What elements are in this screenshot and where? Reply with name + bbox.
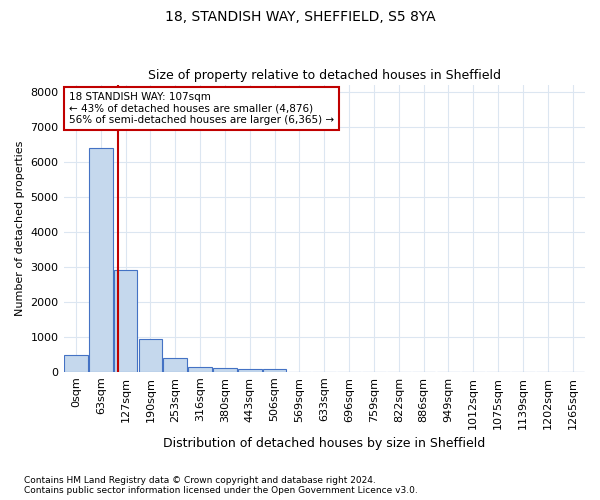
Text: 18 STANDISH WAY: 107sqm
← 43% of detached houses are smaller (4,876)
56% of semi: 18 STANDISH WAY: 107sqm ← 43% of detache… <box>69 92 334 125</box>
Bar <box>263 370 286 372</box>
Text: Contains HM Land Registry data © Crown copyright and database right 2024.
Contai: Contains HM Land Registry data © Crown c… <box>24 476 418 495</box>
Bar <box>238 369 262 372</box>
Bar <box>213 368 237 372</box>
Title: Size of property relative to detached houses in Sheffield: Size of property relative to detached ho… <box>148 69 501 82</box>
X-axis label: Distribution of detached houses by size in Sheffield: Distribution of detached houses by size … <box>163 437 485 450</box>
Bar <box>114 270 137 372</box>
Bar <box>139 338 162 372</box>
Bar <box>64 355 88 372</box>
Bar <box>188 366 212 372</box>
Bar <box>89 148 113 372</box>
Bar <box>163 358 187 372</box>
Text: 18, STANDISH WAY, SHEFFIELD, S5 8YA: 18, STANDISH WAY, SHEFFIELD, S5 8YA <box>164 10 436 24</box>
Y-axis label: Number of detached properties: Number of detached properties <box>15 140 25 316</box>
